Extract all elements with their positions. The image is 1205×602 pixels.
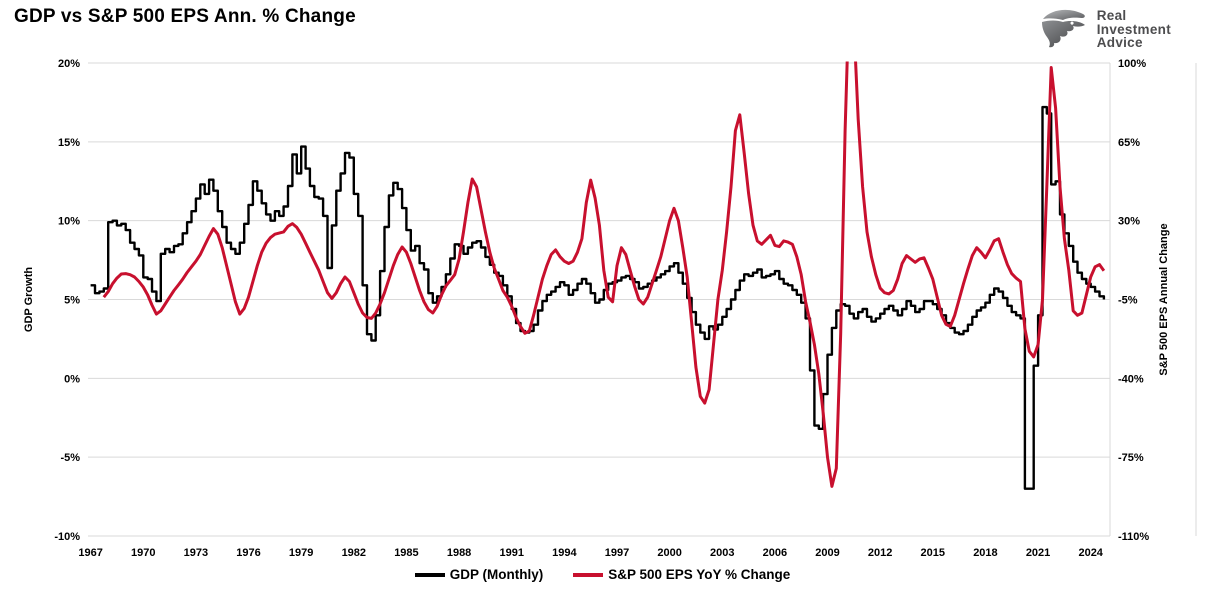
svg-text:1979: 1979 xyxy=(289,547,313,559)
svg-text:-5%: -5% xyxy=(60,452,80,464)
svg-text:1997: 1997 xyxy=(605,547,629,559)
logo-line-2: Investment xyxy=(1096,21,1171,37)
eps-series-line xyxy=(102,61,1106,488)
right-axis-title: S&P 500 EPS Annual Change xyxy=(1158,223,1170,375)
chart-legend: GDP (Monthly) S&P 500 EPS YoY % Change xyxy=(0,567,1205,582)
svg-text:1982: 1982 xyxy=(342,547,366,559)
legend-label-gdp: GDP (Monthly) xyxy=(449,567,544,582)
right-axis-labels: 100% 65% 30% -5% -40% -75% -110% xyxy=(1118,58,1149,543)
logo-line-3: Advice xyxy=(1096,35,1143,51)
svg-text:2018: 2018 xyxy=(973,547,997,559)
svg-text:1985: 1985 xyxy=(394,547,418,559)
svg-text:30%: 30% xyxy=(1118,216,1140,228)
chart-title: GDP vs S&P 500 EPS Ann. % Change xyxy=(14,6,356,27)
svg-text:-75%: -75% xyxy=(1118,452,1144,464)
legend-item-gdp: GDP (Monthly) xyxy=(414,567,544,582)
logo-text: Real Investment Advice xyxy=(1097,9,1171,50)
svg-text:2012: 2012 xyxy=(868,547,892,559)
legend-item-eps: S&P 500 EPS YoY % Change xyxy=(573,567,790,582)
svg-text:1991: 1991 xyxy=(499,547,523,559)
svg-text:2009: 2009 xyxy=(815,547,839,559)
legend-label-eps: S&P 500 EPS YoY % Change xyxy=(608,567,791,582)
svg-text:2021: 2021 xyxy=(1026,547,1050,559)
x-axis-labels: 1967 1970 1973 1976 1979 1982 1985 1988 1991 1994… xyxy=(78,547,1103,559)
logo-line-1: Real xyxy=(1096,8,1127,24)
svg-text:0%: 0% xyxy=(64,373,80,385)
svg-text:2015: 2015 xyxy=(921,547,945,559)
svg-text:1994: 1994 xyxy=(552,547,577,559)
svg-text:5%: 5% xyxy=(64,295,80,307)
svg-text:1967: 1967 xyxy=(78,547,102,559)
svg-text:10%: 10% xyxy=(58,216,80,228)
gdp-line-swatch xyxy=(414,572,445,577)
svg-text:-110%: -110% xyxy=(1118,531,1149,543)
svg-text:1976: 1976 xyxy=(236,547,260,559)
gdp-series-line xyxy=(90,105,1106,490)
eps-line-swatch xyxy=(573,572,604,577)
ria-logo: Real Investment Advice xyxy=(1039,5,1171,54)
svg-text:-10%: -10% xyxy=(54,531,80,543)
svg-text:2003: 2003 xyxy=(710,547,734,559)
svg-text:1970: 1970 xyxy=(131,547,155,559)
svg-text:15%: 15% xyxy=(58,137,80,149)
svg-text:1988: 1988 xyxy=(447,547,471,559)
svg-text:-40%: -40% xyxy=(1118,373,1144,385)
left-axis-labels: 20% 15% 10% 5% 0% -5% -10% xyxy=(54,58,80,543)
svg-text:65%: 65% xyxy=(1118,137,1140,149)
gridlines xyxy=(88,62,1197,537)
svg-text:1973: 1973 xyxy=(184,547,208,559)
svg-text:2000: 2000 xyxy=(657,547,681,559)
svg-text:100%: 100% xyxy=(1118,58,1146,70)
series-lines xyxy=(90,61,1106,490)
left-axis-title: GDP Growth xyxy=(23,267,35,332)
svg-text:2024: 2024 xyxy=(1078,547,1103,559)
svg-text:-5%: -5% xyxy=(1118,295,1138,307)
svg-text:20%: 20% xyxy=(58,58,80,70)
eagle-icon xyxy=(1039,5,1089,54)
svg-text:2006: 2006 xyxy=(763,547,787,559)
